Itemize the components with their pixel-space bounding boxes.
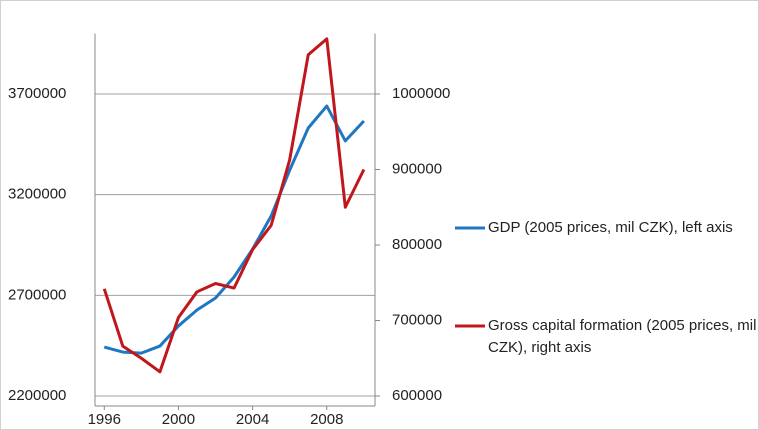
legend-label: Gross capital formation (2005 prices, mi… [488,317,757,356]
y-tick-label: 3700000 [8,85,66,102]
series-line [103,104,365,355]
y-tick-label: 3200000 [8,186,66,203]
y-tick-label: 2700000 [8,286,66,303]
y2-tick-label: 800000 [392,236,442,253]
y2-tick-label: 1000000 [392,85,450,102]
x-tick-label: 2004 [236,411,269,428]
y2-tick-label: 600000 [392,387,442,404]
y2-tick-label: 700000 [392,311,442,328]
y-tick-label: 2200000 [8,387,66,404]
y2-tick-label: 900000 [392,160,442,177]
legend-label: GDP (2005 prices, mil CZK), left axis [488,219,733,236]
series-line [102,37,366,374]
x-tick-label: 1996 [88,411,121,428]
x-tick-label: 2008 [310,411,343,428]
x-tick-label: 2000 [162,411,195,428]
